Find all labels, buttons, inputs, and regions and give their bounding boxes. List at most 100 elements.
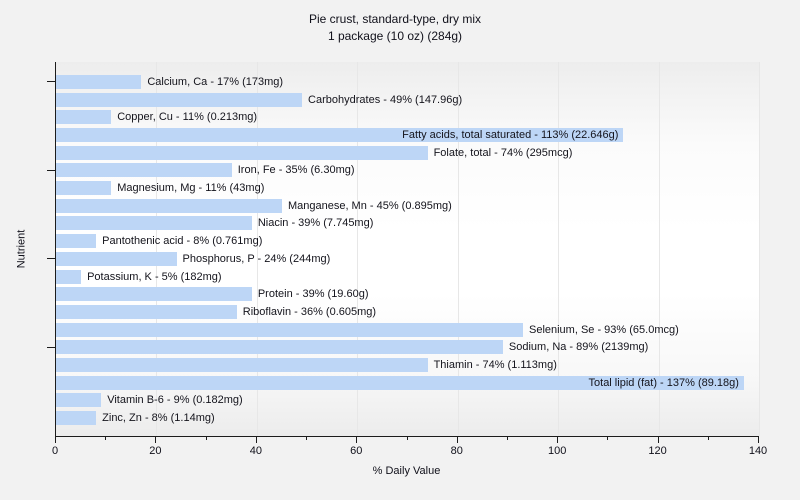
x-major-tick xyxy=(557,437,559,443)
bar-row: Pantothenic acid - 8% (0.761mg) xyxy=(56,232,759,250)
x-tick-label: 120 xyxy=(648,445,667,457)
gridline xyxy=(156,62,158,436)
gridline xyxy=(256,62,258,436)
bar-label: Carbohydrates - 49% (147.96g) xyxy=(308,93,463,106)
nutrient-bar xyxy=(56,287,252,302)
bar-row: Zinc, Zn - 8% (1.14mg) xyxy=(56,409,759,427)
bar-row: Carbohydrates - 49% (147.96g) xyxy=(56,91,759,109)
bar-label: Copper, Cu - 11% (0.213mg) xyxy=(117,111,258,124)
gridline xyxy=(759,62,760,436)
bar-row: Protein - 39% (19.60g) xyxy=(56,285,759,303)
gridline xyxy=(457,62,459,436)
bar-row: Phosphorus, P - 24% (244mg) xyxy=(56,250,759,268)
nutrient-bar xyxy=(56,411,97,426)
bar-label: Protein - 39% (19.60g) xyxy=(257,288,369,301)
nutrient-bar xyxy=(56,322,523,337)
x-major-tick xyxy=(657,437,659,443)
chart-subtitle: 1 package (10 oz) (284g) xyxy=(327,29,463,43)
x-tick-label: 40 xyxy=(249,445,262,457)
nutrient-bar xyxy=(56,181,112,196)
chart-title: Pie crust, standard-type, dry mix xyxy=(308,12,482,26)
nutrient-bar xyxy=(56,198,282,213)
nutrient-bar xyxy=(56,358,428,373)
x-minor-tick xyxy=(306,437,308,440)
x-tick-label: 0 xyxy=(51,445,59,457)
nutrient-bar xyxy=(56,340,503,355)
x-axis-label: % Daily Value xyxy=(372,465,441,477)
bar-label: Folate, total - 74% (295mcg) xyxy=(433,146,573,159)
nutrient-bar xyxy=(56,110,112,125)
nutrient-bar xyxy=(56,163,232,178)
nutrient-bar xyxy=(56,304,237,319)
x-major-tick xyxy=(155,437,157,443)
bar-label: Vitamin B-6 - 9% (0.182mg) xyxy=(107,394,243,407)
bar-row: Thiamin - 74% (1.113mg) xyxy=(56,356,759,374)
bar-label: Manganese, Mn - 45% (0.895mg) xyxy=(287,199,452,212)
gridline xyxy=(558,62,560,436)
x-minor-tick xyxy=(406,437,408,440)
y-major-tick xyxy=(47,169,55,171)
nutrient-bar xyxy=(56,393,102,408)
x-major-tick xyxy=(356,437,358,443)
bar-label: Potassium, K - 5% (182mg) xyxy=(87,270,222,283)
bar-row: Magnesium, Mg - 11% (43mg) xyxy=(56,179,759,197)
bar-row: Potassium, K - 5% (182mg) xyxy=(56,268,759,286)
bar-label: Magnesium, Mg - 11% (43mg) xyxy=(117,182,265,195)
x-tick-label: 20 xyxy=(149,445,162,457)
bar-label: Pantothenic acid - 8% (0.761mg) xyxy=(102,235,263,248)
bar-label: Zinc, Zn - 8% (1.14mg) xyxy=(102,412,215,425)
bar-row: Folate, total - 74% (295mcg) xyxy=(56,144,759,162)
bar-row: Niacin - 39% (7.745mg) xyxy=(56,215,759,233)
bar-row: Manganese, Mn - 45% (0.895mg) xyxy=(56,197,759,215)
bar-row: Calcium, Ca - 17% (173mg) xyxy=(56,73,759,91)
x-major-tick xyxy=(456,437,458,443)
x-major-tick xyxy=(758,437,759,443)
y-major-tick xyxy=(47,81,55,83)
nutrient-bar xyxy=(56,269,82,284)
gridline xyxy=(658,62,660,436)
nutrient-bar xyxy=(56,127,624,142)
x-minor-tick xyxy=(707,437,709,440)
bar-label: Sodium, Na - 89% (2139mg) xyxy=(508,341,649,354)
bar-row: Fatty acids, total saturated - 113% (22.… xyxy=(56,126,759,144)
x-tick-label: 100 xyxy=(547,445,567,457)
bar-label: Selenium, Se - 93% (65.0mcg) xyxy=(528,323,679,336)
y-axis-label-wrap: Nutrient xyxy=(8,62,34,436)
y-major-tick xyxy=(47,258,55,260)
nutrient-bar xyxy=(56,216,252,231)
gridline xyxy=(357,62,359,436)
x-minor-tick xyxy=(607,437,609,440)
x-axis-ticks: 0 20 40 60 80 100 120 140 xyxy=(51,437,767,467)
y-axis-ticks xyxy=(47,62,55,436)
bar-label: Riboflavin - 36% (0.605mg) xyxy=(242,305,377,318)
bar-label: Fatty acids, total saturated - 113% (22.… xyxy=(402,128,619,141)
bar-row: Vitamin B-6 - 9% (0.182mg) xyxy=(56,392,759,410)
bar-label: Niacin - 39% (7.745mg) xyxy=(257,217,374,230)
x-tick-label: 140 xyxy=(748,445,768,457)
nutrient-bar xyxy=(56,375,744,390)
bar-row: Copper, Cu - 11% (0.213mg) xyxy=(56,108,759,126)
x-tick-label: 60 xyxy=(350,445,363,457)
x-minor-tick xyxy=(506,437,508,440)
nutrient-bar xyxy=(56,92,303,107)
x-major-tick xyxy=(55,437,56,443)
bar-row: Selenium, Se - 93% (65.0mcg) xyxy=(56,321,759,339)
bar-label: Total lipid (fat) - 137% (89.18g) xyxy=(588,376,739,389)
x-minor-tick xyxy=(205,437,207,440)
chart-title-block: Pie crust, standard-type, dry mix 1 pack… xyxy=(0,11,790,45)
bar-row: Riboflavin - 36% (0.605mg) xyxy=(56,303,759,321)
x-major-tick xyxy=(255,437,257,443)
nutrient-bar xyxy=(56,145,428,160)
bar-row: Iron, Fe - 35% (6.30mg) xyxy=(56,162,759,180)
x-minor-tick xyxy=(105,437,107,440)
bar-row: Total lipid (fat) - 137% (89.18g) xyxy=(56,374,759,392)
bar-row: Sodium, Na - 89% (2139mg) xyxy=(56,339,759,357)
bar-label: Phosphorus, P - 24% (244mg) xyxy=(182,252,331,265)
y-axis-label: Nutrient xyxy=(15,229,27,269)
y-major-tick xyxy=(47,346,55,348)
bar-label: Iron, Fe - 35% (6.30mg) xyxy=(237,164,355,177)
bar-label: Calcium, Ca - 17% (173mg) xyxy=(147,75,284,88)
nutrient-bar xyxy=(56,74,142,89)
bar-label: Thiamin - 74% (1.113mg) xyxy=(433,359,557,372)
